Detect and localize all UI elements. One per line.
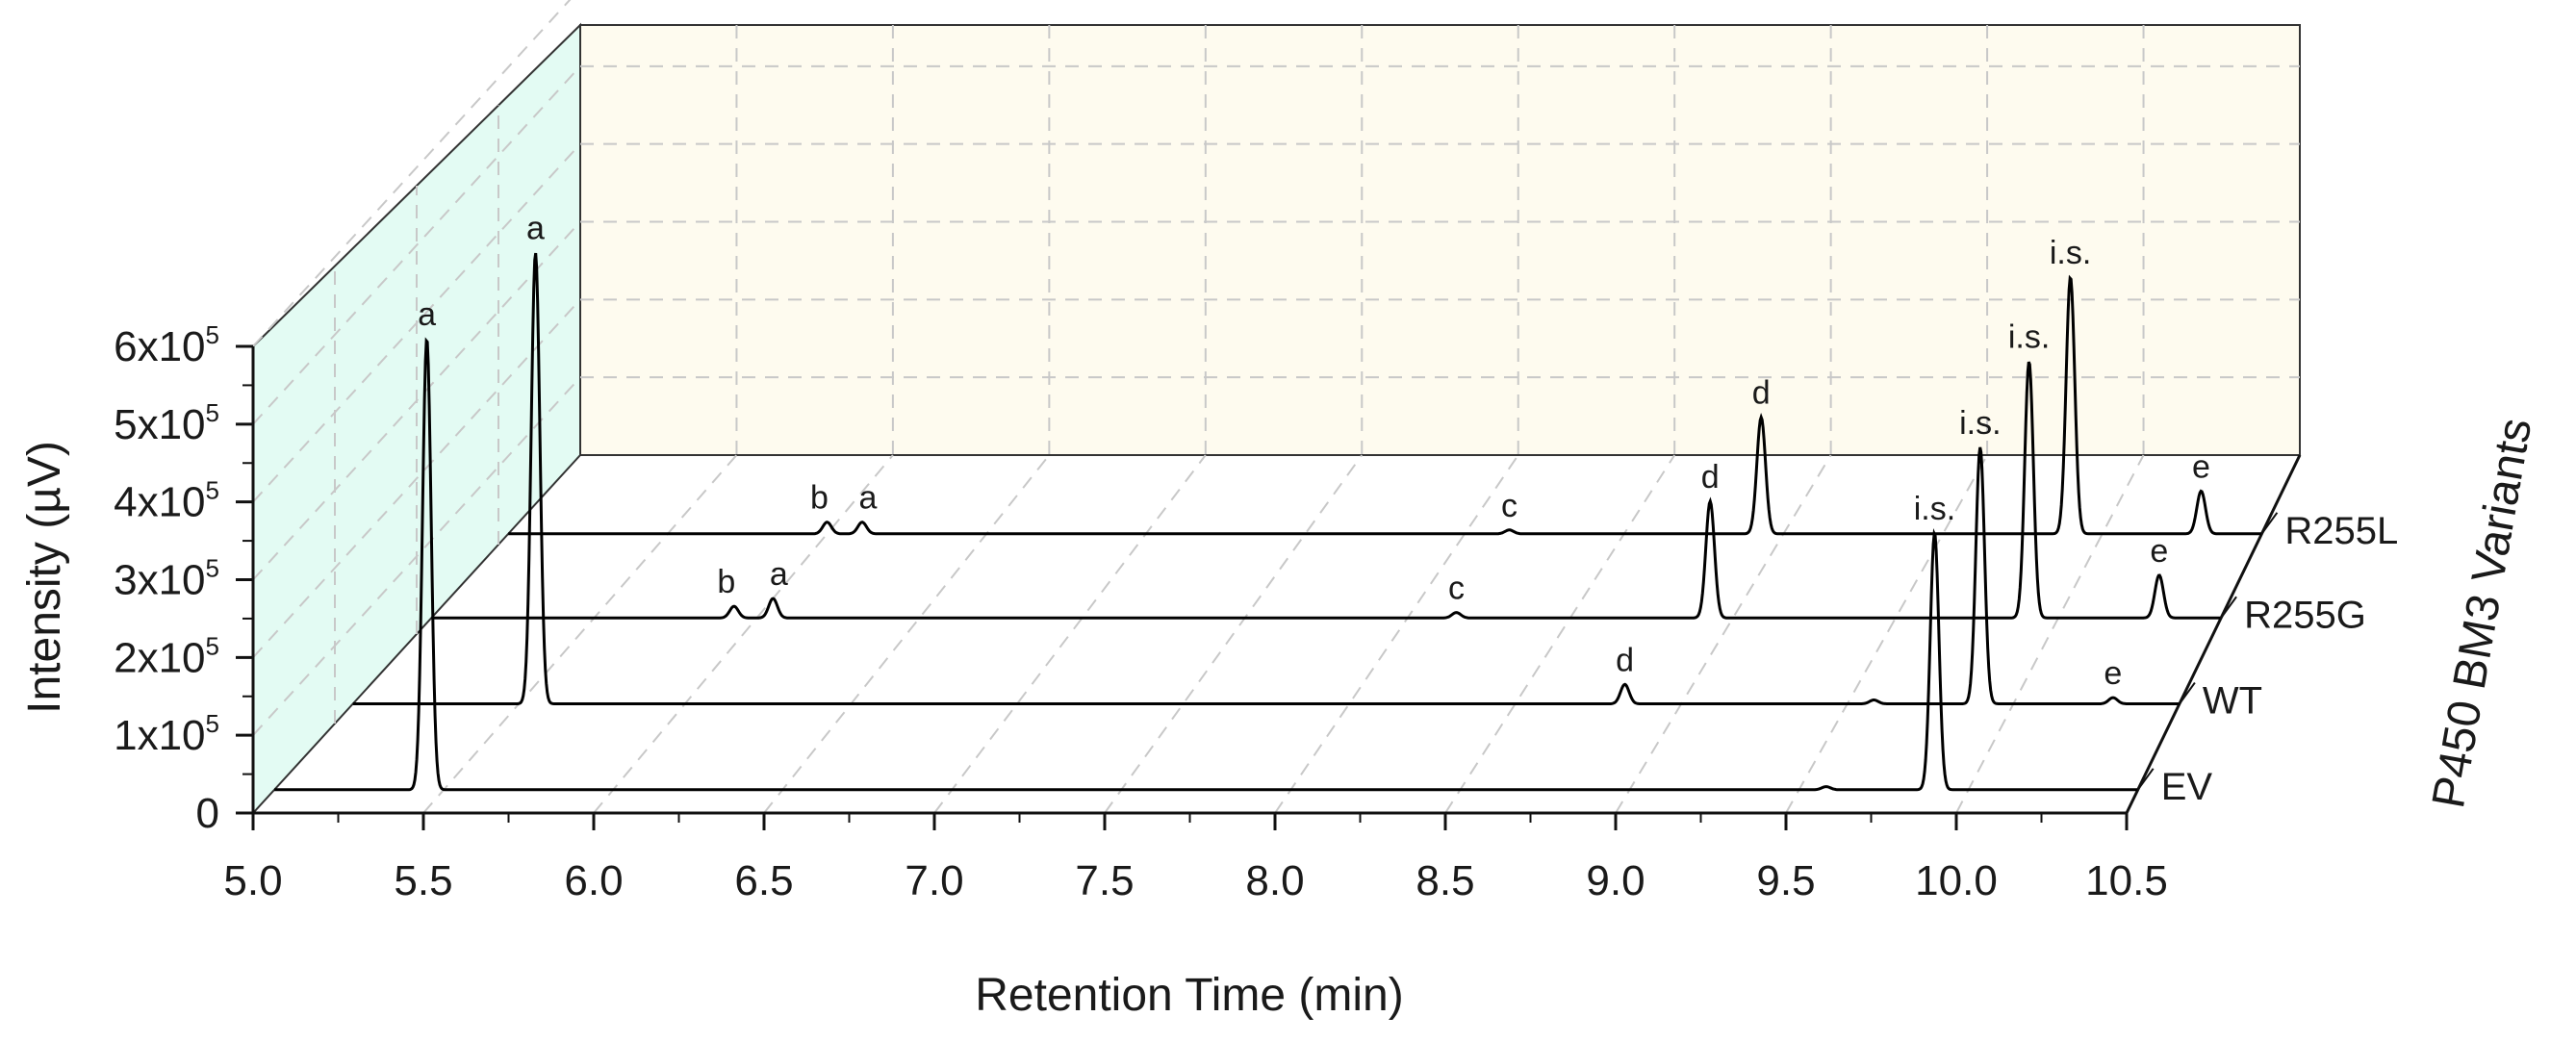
y-axis-ticks: 0 1x105 2x105 3x105 4x105 5x105 6x105 <box>114 320 253 837</box>
series-label-leader <box>2220 596 2237 619</box>
z-axis-title: P450 BM3 Variants <box>2423 415 2541 812</box>
peak-label-c: c <box>1501 488 1518 524</box>
peak-label-is: i.s. <box>1914 491 1955 527</box>
floor-grid-line <box>593 454 894 814</box>
floor-grid-line <box>1615 454 1832 814</box>
series-label-leader <box>2179 681 2196 705</box>
peak-label-a: a <box>418 296 436 333</box>
x-axis-title: Retention Time (min) <box>975 970 1403 1021</box>
y-tick-label: 2x105 <box>114 631 219 681</box>
floor-outline <box>253 454 2302 815</box>
x-tick-label: 6.5 <box>734 857 793 904</box>
peak-label-b: b <box>717 564 735 600</box>
peak-label-is: i.s. <box>1959 405 2001 442</box>
peak-label-e: e <box>2104 655 2122 692</box>
series-label-r255g: R255G <box>2244 594 2366 636</box>
peak-label-d: d <box>1701 459 1720 496</box>
y-tick-label: 4x105 <box>114 476 219 526</box>
trace-wt <box>352 252 2180 705</box>
x-tick-label: 10.5 <box>2085 857 2168 904</box>
y-tick-label: 5x105 <box>114 398 219 448</box>
floor-grid-line <box>933 454 1207 814</box>
series-label-r255l: R255L <box>2284 510 2398 552</box>
peak-label-e: e <box>2150 533 2168 570</box>
x-tick-label: 5.5 <box>394 857 452 904</box>
peak-label-a: a <box>858 480 877 517</box>
x-tick-label: 8.0 <box>1245 857 1304 904</box>
floor-grid-line <box>1274 454 1519 814</box>
peak-label-a: a <box>526 211 545 247</box>
series-label-leader <box>2136 768 2155 791</box>
peak-labels: ai.s.adi.s.eb a cdi.s.eb a cdi.s.e <box>418 211 2210 692</box>
x-axis-ticks: 5.0 5.5 6.0 6.5 7.0 7.5 8.0 8.5 9.0 9.5 10.0 10.5 <box>223 813 2168 904</box>
floor-grid <box>422 454 2145 814</box>
floor-grid-line <box>1444 454 1676 814</box>
y-tick-label: 3x105 <box>114 554 219 604</box>
series-label-ev: EV <box>2161 766 2213 808</box>
y-tick-label: 0 <box>196 790 219 837</box>
side-wall-grid <box>252 0 581 736</box>
y-tick-label: 6x105 <box>114 320 219 370</box>
y-axis-title: Intensity (µV) <box>19 441 70 714</box>
x-tick-label: 7.5 <box>1075 857 1134 904</box>
x-tick-label: 5.0 <box>223 857 282 904</box>
series-labels: EV WT R255G R255L <box>2136 510 2398 808</box>
floor-grid-line <box>1955 454 2145 814</box>
side-grid-line <box>252 65 581 425</box>
peak-label-is: i.s. <box>2050 235 2091 271</box>
floor-grid-line <box>1104 454 1364 814</box>
y-tick-label: 1x105 <box>114 709 219 759</box>
peak-label-c: c <box>1448 571 1465 607</box>
peak-label-e: e <box>2192 448 2210 485</box>
floor-grid-line <box>1785 454 1988 814</box>
trace-r255l <box>508 274 2262 536</box>
x-tick-label: 8.5 <box>1416 857 1474 904</box>
peak-label-d: d <box>1616 642 1634 678</box>
peak-label-d: d <box>1752 375 1771 412</box>
x-tick-label: 6.0 <box>564 857 623 904</box>
peak-label-is: i.s. <box>2008 319 2050 356</box>
back-wall-grid <box>580 25 2300 455</box>
series-label-wt: WT <box>2203 680 2262 723</box>
peak-label-b: b <box>810 480 829 517</box>
side-grid-line <box>252 0 572 347</box>
x-tick-label: 7.0 <box>905 857 963 904</box>
x-tick-label: 9.0 <box>1586 857 1645 904</box>
peak-label-a: a <box>770 556 788 593</box>
back-wall-panel <box>579 24 2301 456</box>
x-tick-label: 10.0 <box>1915 857 1998 904</box>
x-tick-label: 9.5 <box>1756 857 1815 904</box>
chromatogram-traces <box>274 252 2262 792</box>
floor-grid-line <box>422 454 738 814</box>
trace-ev <box>274 337 2138 792</box>
floor-grid-line <box>763 454 1051 814</box>
series-label-leader <box>2260 512 2279 535</box>
side-grid-line <box>252 298 581 659</box>
trace-r255g <box>431 361 2221 620</box>
